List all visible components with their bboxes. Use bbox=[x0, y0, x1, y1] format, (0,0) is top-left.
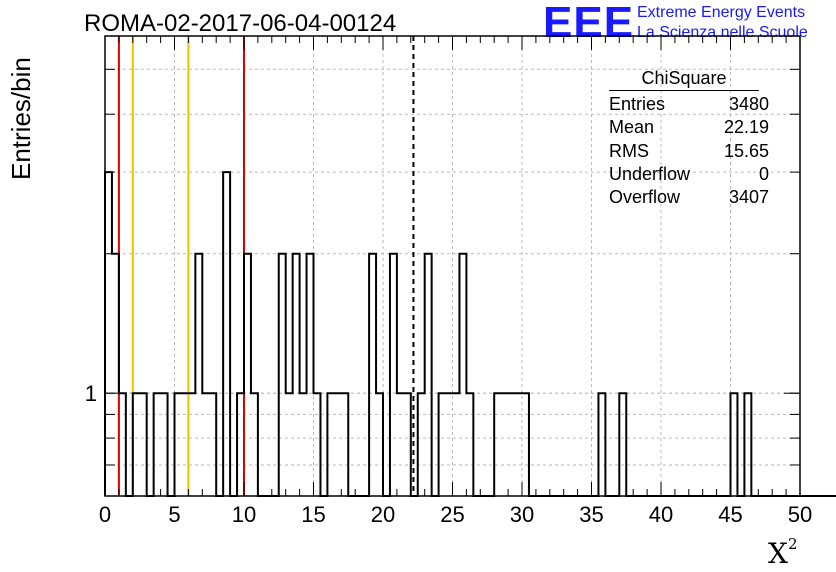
stat-row-entries: Entries 3480 bbox=[609, 93, 769, 116]
histogram-bar bbox=[293, 254, 300, 496]
stat-row-overflow: Overflow 3407 bbox=[609, 186, 769, 209]
stat-value: 3480 bbox=[728, 94, 769, 114]
stat-row-underflow: Underflow 0 bbox=[609, 163, 769, 186]
x-tick-label: 0 bbox=[99, 502, 111, 527]
x-tick-label: 30 bbox=[510, 502, 534, 527]
histogram-bar bbox=[598, 393, 605, 496]
histogram-bar bbox=[494, 393, 501, 496]
histogram-bar bbox=[223, 172, 230, 496]
histogram-bar bbox=[397, 393, 404, 496]
x-tick-label: 25 bbox=[440, 502, 464, 527]
x-tick-label: 5 bbox=[168, 502, 180, 527]
stat-label: Entries bbox=[609, 94, 666, 114]
stat-label: Mean bbox=[609, 117, 655, 138]
stats-box: ChiSquare Entries 3480 Mean 22.19 RMS 15… bbox=[609, 68, 779, 209]
eee-logo-line1: Extreme Energy Events bbox=[637, 4, 806, 21]
stat-label: Overflow bbox=[609, 187, 681, 208]
histogram-bar bbox=[522, 393, 529, 496]
histogram-bar bbox=[453, 393, 460, 496]
x-tick-label: 45 bbox=[718, 502, 742, 527]
histogram-bar bbox=[188, 393, 195, 496]
histogram-bar bbox=[404, 393, 411, 496]
x-tick-label: 15 bbox=[301, 502, 325, 527]
stat-label: Underflow bbox=[609, 163, 691, 184]
histogram-bar bbox=[300, 393, 307, 496]
stats-title: ChiSquare bbox=[609, 68, 759, 91]
histogram-bar bbox=[418, 393, 425, 496]
histogram-bar bbox=[237, 393, 244, 496]
histogram-bar bbox=[446, 393, 453, 496]
histogram-bar bbox=[140, 393, 147, 496]
stat-value: 3407 bbox=[728, 187, 769, 208]
histogram-bar bbox=[175, 393, 182, 496]
eee-logo: EEE bbox=[543, 0, 635, 47]
histogram-bar bbox=[731, 393, 738, 496]
histogram-bar bbox=[286, 393, 293, 496]
histogram-bar bbox=[466, 393, 473, 496]
x-tick-label: 10 bbox=[232, 502, 256, 527]
histogram-bar bbox=[508, 393, 515, 496]
histogram-bar bbox=[341, 393, 348, 496]
histogram-bar bbox=[744, 393, 751, 496]
x-tick-label: 50 bbox=[788, 502, 812, 527]
stat-row-mean: Mean 22.19 bbox=[609, 116, 769, 139]
chart-title: ROMA-02-2017-06-04-00124 bbox=[84, 10, 397, 37]
stat-value: 22.19 bbox=[723, 117, 769, 138]
histogram-bar bbox=[279, 254, 286, 496]
histogram-bar bbox=[202, 393, 209, 496]
histogram-bar bbox=[307, 254, 314, 496]
stat-value: 0 bbox=[758, 163, 769, 184]
histogram-bar bbox=[369, 254, 376, 496]
stat-value: 15.65 bbox=[723, 140, 769, 161]
histogram-outline bbox=[104, 171, 836, 497]
x-axis-label: X2 bbox=[768, 535, 798, 570]
stat-label: RMS bbox=[609, 140, 649, 161]
histogram-bar bbox=[105, 172, 112, 496]
x-tick-label: 35 bbox=[579, 502, 603, 527]
histogram-bar bbox=[376, 393, 383, 496]
histogram-bar bbox=[133, 393, 140, 496]
histogram-bar bbox=[112, 254, 119, 496]
histogram-bar bbox=[209, 393, 216, 496]
histogram-bar bbox=[244, 254, 251, 496]
histogram-bar bbox=[425, 254, 432, 496]
histogram-bar bbox=[334, 393, 341, 496]
histogram-bar bbox=[154, 393, 161, 496]
histogram-bar bbox=[119, 393, 126, 496]
x-tick-label: 20 bbox=[371, 502, 395, 527]
histogram-bar bbox=[515, 393, 522, 496]
histogram-bar bbox=[619, 393, 626, 496]
stat-row-rms: RMS 15.65 bbox=[609, 140, 769, 163]
x-tick-label: 40 bbox=[649, 502, 673, 527]
histogram-bar bbox=[181, 393, 188, 496]
histogram-bar bbox=[161, 393, 168, 496]
histogram-bar bbox=[327, 393, 334, 496]
histogram-bar bbox=[251, 393, 258, 496]
histogram-bar bbox=[501, 393, 508, 496]
y-tick-label: 1 bbox=[85, 381, 97, 406]
histogram-bar bbox=[439, 393, 446, 496]
histogram-bar bbox=[390, 254, 397, 496]
histogram-bar bbox=[314, 393, 321, 496]
histogram-bar bbox=[459, 254, 466, 496]
histogram-bar bbox=[195, 254, 202, 496]
